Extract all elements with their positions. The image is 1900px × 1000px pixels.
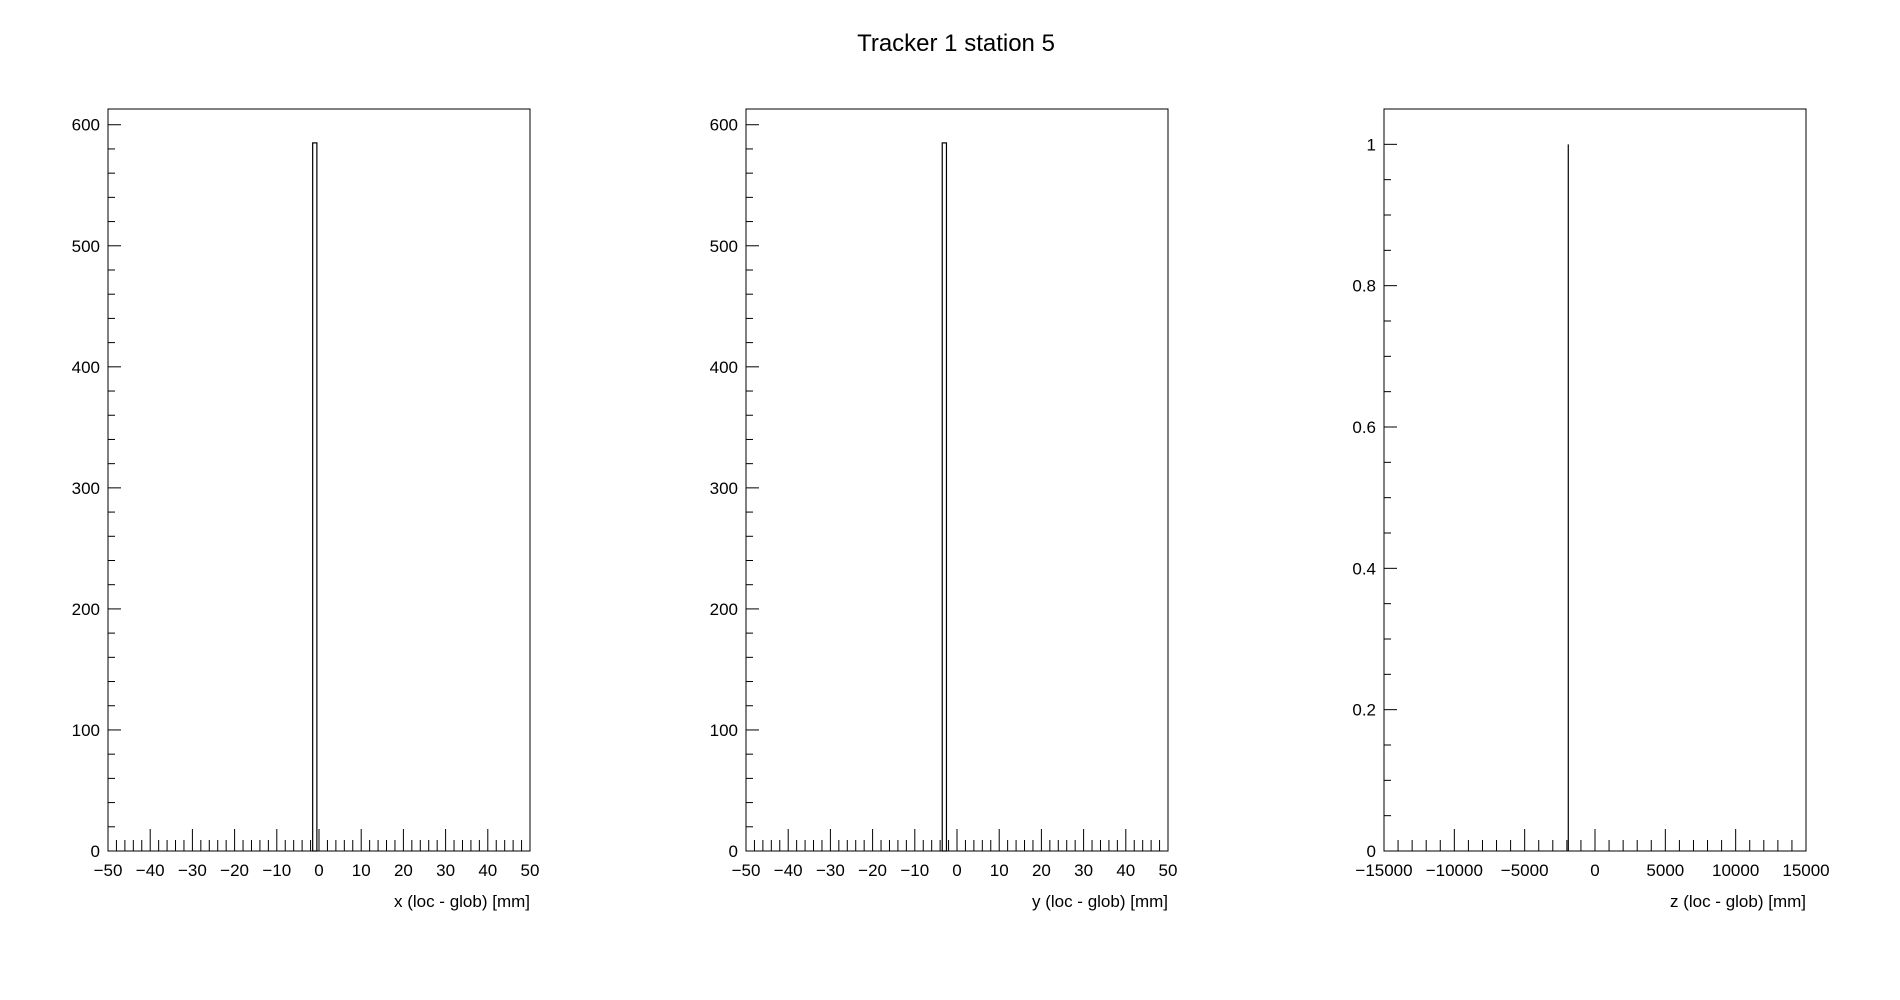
x-tick-label: 10 [990,861,1009,880]
y-tick-label: 200 [72,600,100,619]
y-tick-label: 300 [710,479,738,498]
y-tick-label: 0 [1367,842,1376,861]
x-tick-label: 0 [1590,861,1599,880]
y-tick-label: 600 [72,116,100,135]
x-tick-label: 40 [1116,861,1135,880]
x-tick-label: 0 [314,861,323,880]
x-tick-label: −10 [900,861,929,880]
plot-area-y: −50 −40 −30 −20 −10 0 10 20 30 40 5001002003004005… [710,108,1178,880]
plot-frame [107,108,531,852]
panel-x-residual: −50 −40 −30 −20 −10 0 10 20 30 40 5001002003004005… [72,108,540,911]
y-tick-label: 100 [72,721,100,740]
y-tick-label: 300 [72,479,100,498]
figure-title: Tracker 1 station 5 [857,30,1055,57]
x-tick-label: 40 [478,861,497,880]
y-tick-label: 500 [710,237,738,256]
panel-z-residual: −15000 −10000 −5000 0 5000 10000 15000 0 0.2 0.4 0… [1352,108,1830,911]
y-tick-label: 0 [91,842,100,861]
y-tick-label: 1 [1367,135,1376,154]
y-tick-label: 0.4 [1352,559,1376,578]
x-tick-label: 50 [521,861,540,880]
x-tick-label: −50 [94,861,123,880]
x-tick-label: −20 [858,861,887,880]
plot-frame [1383,108,1807,852]
x-tick-label: 15000 [1782,861,1829,880]
y-tick-label: 100 [710,721,738,740]
x-tick-label: 50 [1159,861,1178,880]
plot-area-z: −15000 −10000 −5000 0 5000 10000 15000 0 0.2 0.4 0… [1352,108,1830,880]
plot-area-x: −50 −40 −30 −20 −10 0 10 20 30 40 5001002003004005… [72,108,540,880]
x-tick-label: 10000 [1712,861,1759,880]
x-axis-label-z: z (loc - glob) [mm] [1670,892,1806,911]
x-tick-label: −15000 [1355,861,1412,880]
y-tick-label: 0.2 [1352,701,1376,720]
y-tick-label: 600 [710,116,738,135]
x-tick-label: −5000 [1501,861,1549,880]
x-tick-label: −40 [774,861,803,880]
y-tick-label: 400 [72,358,100,377]
y-tick-label: 0 [729,842,738,861]
y-tick-label: 500 [72,237,100,256]
x-tick-label: −10000 [1426,861,1483,880]
y-tick-label: 200 [710,600,738,619]
y-tick-label: 400 [710,358,738,377]
panel-y-residual: −50 −40 −30 −20 −10 0 10 20 30 40 5001002003004005… [710,108,1178,911]
plot-frame [745,108,1169,852]
x-tick-label: −20 [220,861,249,880]
x-tick-label: −30 [178,861,207,880]
histogram-bar [312,142,318,852]
x-tick-label: −30 [816,861,845,880]
histogram-bar [941,142,948,852]
x-tick-label: 5000 [1646,861,1684,880]
x-tick-label: 10 [352,861,371,880]
x-tick-label: 0 [952,861,961,880]
x-tick-label: −50 [732,861,761,880]
x-tick-label: 20 [394,861,413,880]
x-axis-label-y: y (loc - glob) [mm] [1032,892,1168,911]
y-tick-label: 0.8 [1352,277,1376,296]
x-tick-label: −10 [262,861,291,880]
x-tick-label: 20 [1032,861,1051,880]
x-tick-label: 30 [1074,861,1093,880]
x-tick-label: −40 [136,861,165,880]
y-tick-label: 0.6 [1352,418,1376,437]
x-axis-label-x: x (loc - glob) [mm] [394,892,530,911]
x-tick-label: 30 [436,861,455,880]
